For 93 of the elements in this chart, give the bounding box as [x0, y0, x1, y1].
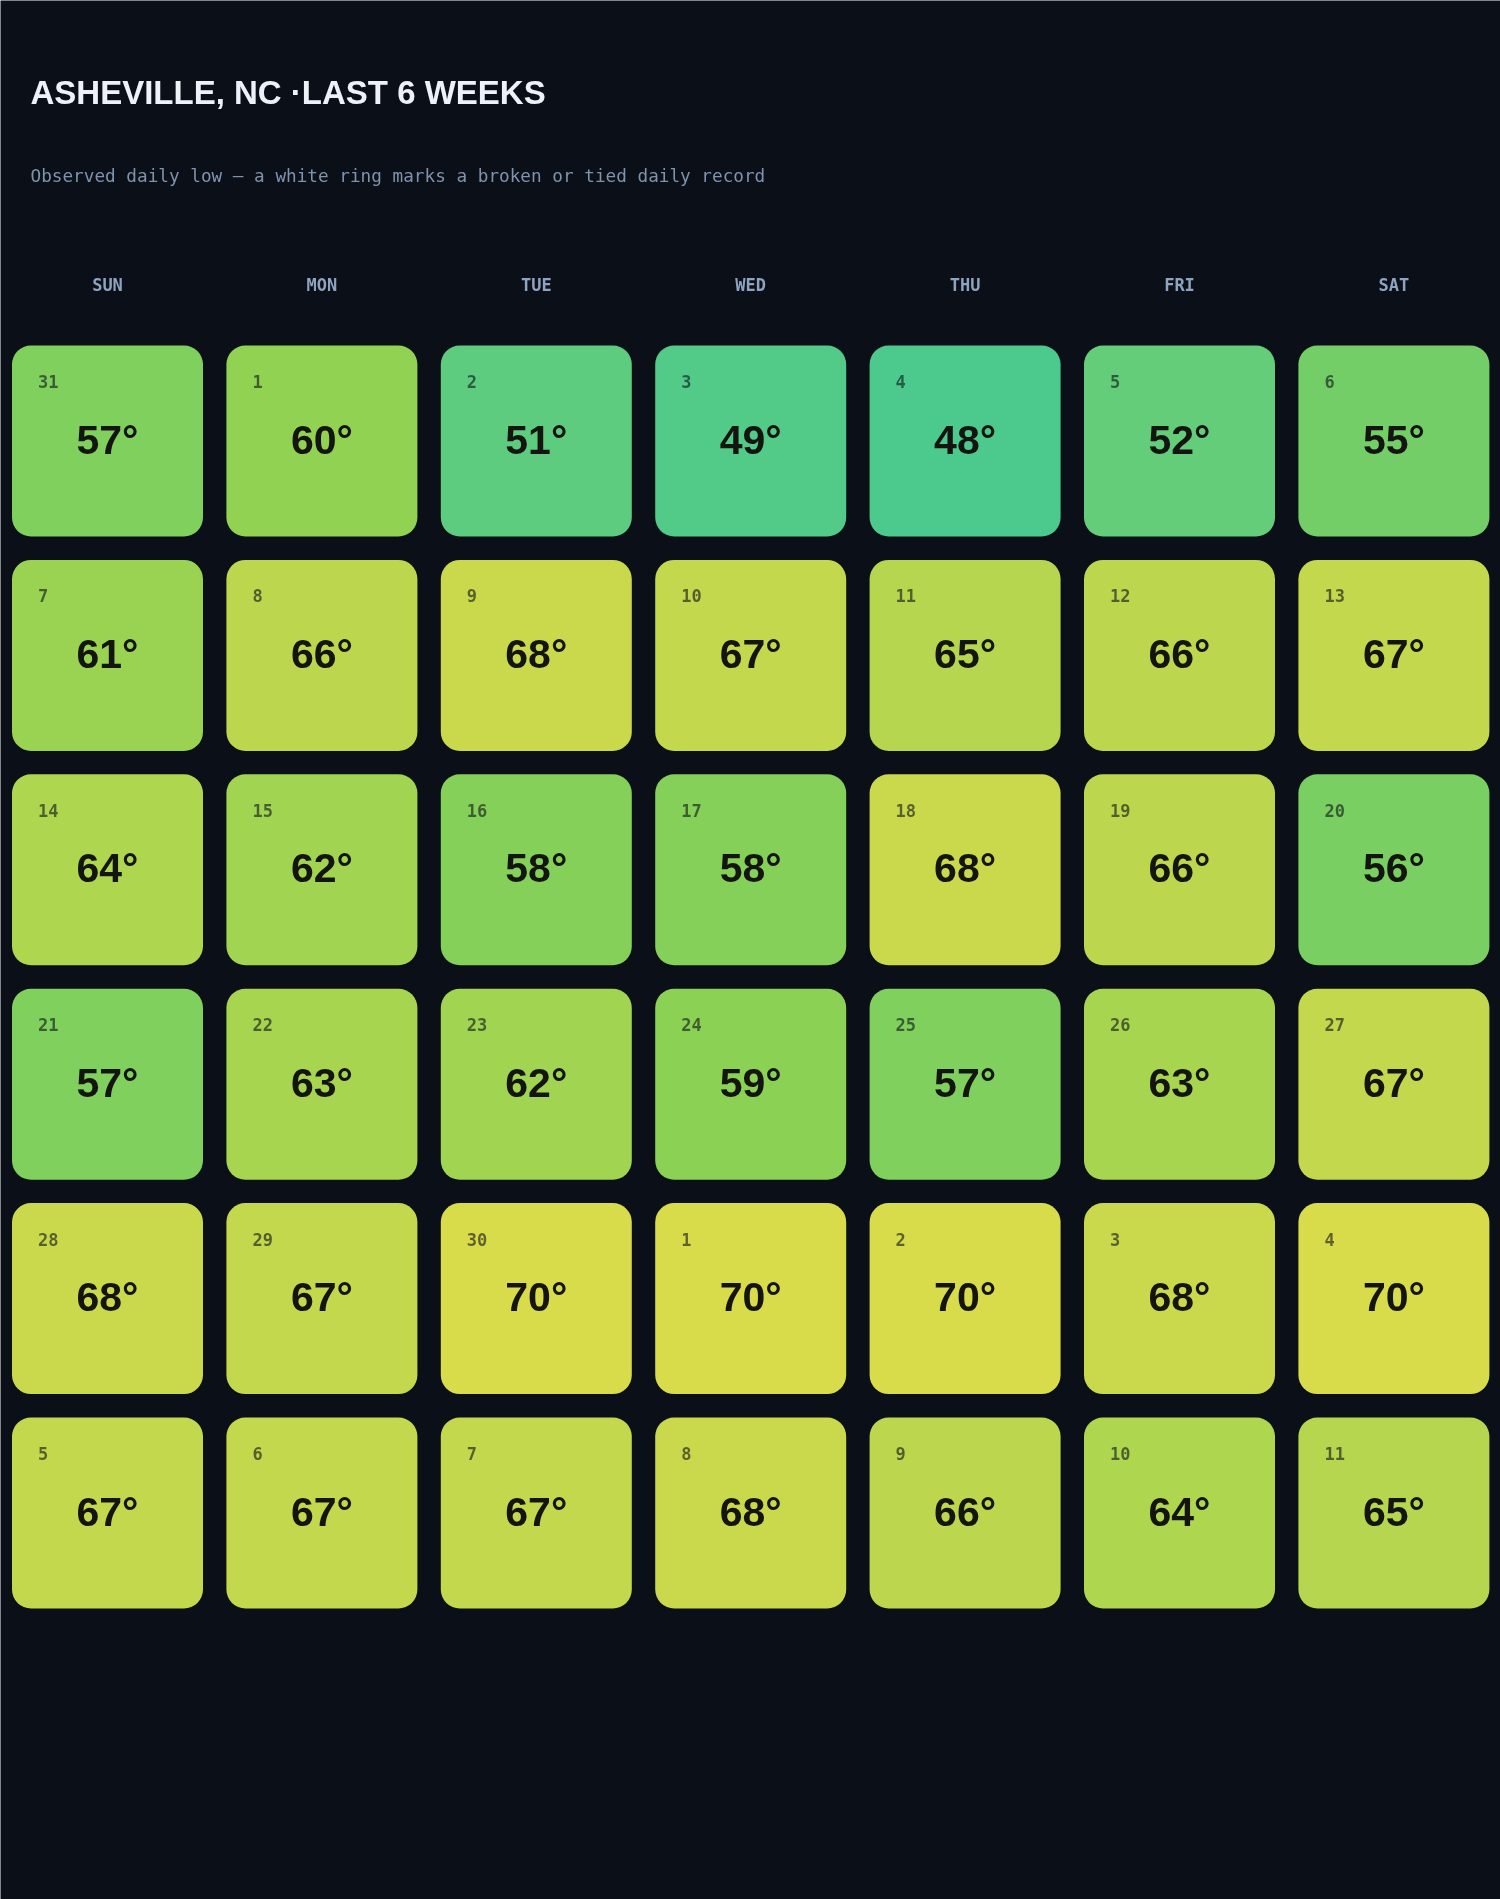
chart-subtitle: Observed daily low — a white ring marks a broken or tied daily record — [30, 165, 766, 186]
annotation: 21 — [38, 1015, 59, 1036]
annotation: 6 — [1324, 372, 1335, 392]
data-label: 67° — [76, 1488, 139, 1535]
data-label: 63° — [290, 1059, 353, 1106]
annotation: 5 — [1110, 372, 1121, 392]
annotation: 25 — [895, 1015, 917, 1036]
annotation: 31 — [38, 372, 59, 392]
annotation: 12 — [1110, 586, 1131, 607]
data-label: 67° — [505, 1488, 568, 1535]
annotation: 2 — [895, 1229, 906, 1250]
data-label: 64° — [76, 845, 139, 892]
annotation: 7 — [466, 1444, 478, 1464]
data-label: 67° — [1362, 1059, 1425, 1106]
data-label: 64° — [1148, 1488, 1211, 1535]
data-label: 52° — [1148, 416, 1211, 463]
data-label: 67° — [1362, 630, 1425, 677]
data-label: 70° — [505, 1274, 568, 1321]
data-label: 66° — [290, 630, 353, 677]
data-label: 63° — [1148, 1059, 1211, 1106]
data-label: 66° — [934, 1488, 997, 1535]
annotation: 10 — [1110, 1444, 1131, 1464]
annotation: 3 — [1110, 1229, 1121, 1250]
chart-title: ASHEVILLE, NC ·LAST 6 WEEKS — [30, 74, 546, 111]
annotation: 5 — [38, 1444, 49, 1464]
annotation: 22 — [252, 1015, 273, 1036]
annotation: 23 — [466, 1015, 488, 1036]
data-label: 66° — [1148, 630, 1211, 677]
data-label: 58° — [505, 845, 568, 892]
data-label: 68° — [1148, 1274, 1211, 1321]
x-tick-label: WED — [735, 274, 767, 295]
data-label: 49° — [719, 416, 782, 463]
data-label: 70° — [719, 1274, 782, 1321]
data-label: 56° — [1362, 845, 1425, 892]
data-label: 67° — [719, 630, 782, 677]
annotation: 14 — [38, 800, 59, 821]
data-label: 55° — [1362, 416, 1425, 463]
data-label: 58° — [719, 845, 782, 892]
data-label: 70° — [934, 1274, 997, 1321]
data-label: 65° — [934, 630, 997, 677]
x-tick-label: FRI — [1164, 274, 1195, 295]
annotation: 8 — [252, 586, 263, 607]
data-label: 57° — [934, 1059, 997, 1106]
data-label: 66° — [1148, 845, 1211, 892]
data-label: 68° — [719, 1488, 782, 1535]
annotation: 20 — [1324, 800, 1345, 821]
data-label: 62° — [290, 845, 353, 892]
annotation: 2 — [466, 372, 478, 392]
annotation: 16 — [466, 800, 488, 821]
x-tick-label: SAT — [1378, 274, 1410, 295]
annotation: 24 — [681, 1015, 702, 1036]
annotation: 17 — [681, 800, 702, 821]
data-label: 60° — [290, 416, 353, 463]
data-label: 70° — [1362, 1274, 1425, 1321]
annotation: 9 — [895, 1444, 906, 1464]
data-label: 59° — [719, 1059, 782, 1106]
annotation: 29 — [252, 1229, 273, 1250]
x-tick-label: THU — [949, 274, 981, 295]
annotation: 10 — [681, 586, 702, 607]
annotation: 4 — [1324, 1229, 1335, 1250]
annotation: 8 — [681, 1444, 692, 1464]
data-label: 67° — [290, 1488, 353, 1535]
annotation: 11 — [895, 586, 917, 607]
annotation: 1 — [252, 372, 263, 392]
x-tick-label: TUE — [520, 274, 552, 295]
annotation: 18 — [895, 800, 917, 821]
data-label: 68° — [505, 630, 568, 677]
annotation: 27 — [1324, 1015, 1345, 1036]
annotation: 30 — [466, 1229, 488, 1250]
annotation: 9 — [466, 586, 478, 607]
data-label: 61° — [76, 630, 139, 677]
data-label: 48° — [934, 416, 997, 463]
data-label: 57° — [76, 1059, 139, 1106]
data-label: 51° — [505, 416, 568, 463]
data-label: 57° — [76, 416, 139, 463]
annotation: 4 — [895, 372, 906, 392]
annotation: 26 — [1110, 1015, 1131, 1036]
annotation: 11 — [1324, 1444, 1345, 1464]
annotation: 1 — [681, 1229, 692, 1250]
data-label: 68° — [934, 845, 997, 892]
annotation: 19 — [1110, 800, 1131, 821]
data-label: 68° — [76, 1274, 139, 1321]
data-label: 62° — [505, 1059, 568, 1106]
annotation: 7 — [38, 586, 49, 607]
annotation: 13 — [1324, 586, 1345, 607]
annotation: 28 — [38, 1229, 59, 1250]
annotation: 6 — [252, 1444, 263, 1464]
annotation: 3 — [681, 372, 692, 392]
data-label: 65° — [1362, 1488, 1425, 1535]
x-tick-label: SUN — [92, 274, 123, 295]
data-label: 67° — [290, 1274, 353, 1321]
x-tick-label: MON — [306, 274, 338, 295]
annotation: 15 — [252, 800, 273, 821]
